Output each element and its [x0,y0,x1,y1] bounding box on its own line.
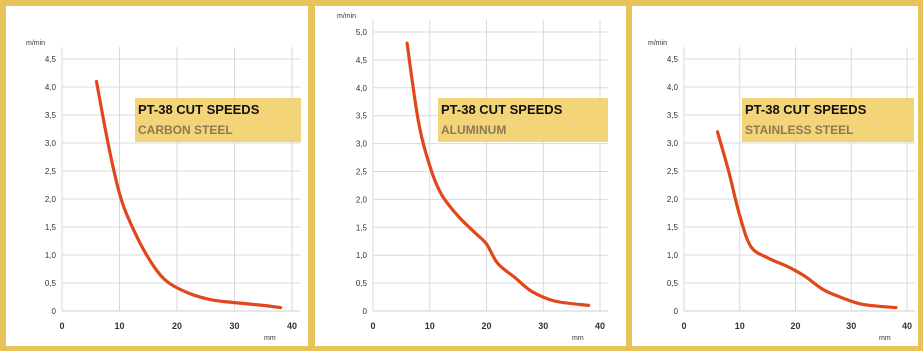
y-tick-label: 0,5 [667,279,679,288]
x-tick-label: 40 [902,321,912,331]
y-tick-label: 3,0 [667,139,679,148]
y-axis-unit: m/min [337,13,356,20]
x-axis-unit: mm [572,335,584,342]
cut-speed-curve [94,79,283,310]
x-tick-label: 10 [735,321,745,331]
x-axis-unit: mm [879,335,891,342]
y-tick-label: 2,5 [356,168,368,177]
y-tick-label: 4,5 [356,56,368,65]
x-tick-label: 20 [172,321,182,331]
panel-background [632,6,918,346]
chart-label-box [438,98,608,142]
y-tick-label: 1,0 [667,251,679,260]
y-tick-label: 1,5 [667,223,679,232]
y-tick-label: 0,5 [356,279,368,288]
y-tick-label: 3,0 [356,140,368,149]
x-tick-label: 20 [790,321,800,331]
chart-panel-3: 0 0,5 1,0 1,5 2,0 2,5 3,0 3,5 4,0 4,5 0 10 20 30 40 m/m… [632,6,918,346]
y-tick-label: 4,5 [45,55,57,64]
y-tick-label: 2,0 [667,195,679,204]
y-tick-label: 3,5 [45,111,57,120]
y-axis-unit: m/min [26,40,45,47]
y-tick-label: 1,5 [45,223,57,232]
chart-title: PT-38 CUT SPEEDS [745,102,867,117]
cut-speed-curve [405,41,591,307]
y-tick-label: 2,5 [667,167,679,176]
x-tick-label: 0 [59,321,64,331]
y-tick-label: 3,0 [45,139,57,148]
chart-subtitle: CARBON STEEL [138,123,233,137]
x-tick-label: 10 [114,321,124,331]
chart-title: PT-38 CUT SPEEDS [138,102,260,117]
y-tick-label: 3,5 [356,112,368,121]
x-axis-unit: mm [264,335,276,342]
y-tick-label: 1,0 [45,251,57,260]
x-tick-label: 40 [595,321,605,331]
chart-label-box [135,98,301,142]
x-tick-label: 30 [846,321,856,331]
x-tick-label: 30 [538,321,548,331]
y-tick-label: 0 [52,307,57,316]
y-tick-label: 5,0 [356,28,368,37]
chart-label-box [742,98,914,142]
y-tick-label: 4,0 [45,83,57,92]
y-tick-label: 0 [363,307,368,316]
y-tick-label: 1,5 [356,223,368,232]
x-tick-label: 10 [425,321,435,331]
y-tick-label: 4,0 [356,84,368,93]
y-tick-label: 0 [674,307,679,316]
y-axis-unit: m/min [648,40,667,47]
panel-background [315,6,626,346]
x-tick-label: 0 [681,321,686,331]
x-tick-label: 40 [287,321,297,331]
y-tick-label: 1,0 [356,251,368,260]
y-tick-label: 3,5 [667,111,679,120]
x-tick-label: 30 [229,321,239,331]
chart-title: PT-38 CUT SPEEDS [441,102,563,117]
chart-subtitle: STAINLESS STEEL [745,123,853,137]
panel-background [6,6,308,346]
y-tick-label: 2,0 [45,195,57,204]
x-tick-label: 20 [481,321,491,331]
chart-panel-1: 0 0,5 1,0 1,5 2,0 2,5 3,0 3,5 4,0 4,5 0 10 20 30 40 m/m… [6,6,308,346]
cut-speed-curve [715,130,898,310]
chart-subtitle: ALUMINUM [441,123,506,137]
y-tick-label: 2,5 [45,167,57,176]
y-tick-label: 0,5 [45,279,57,288]
x-tick-label: 0 [370,321,375,331]
chart-panel-2: 0 0,5 1,0 1,5 2,0 2,5 3,0 3,5 4,0 4,5 5,0 0 10 20 30 40… [315,6,626,346]
y-tick-label: 2,0 [356,195,368,204]
y-tick-label: 4,5 [667,55,679,64]
y-tick-label: 4,0 [667,83,679,92]
